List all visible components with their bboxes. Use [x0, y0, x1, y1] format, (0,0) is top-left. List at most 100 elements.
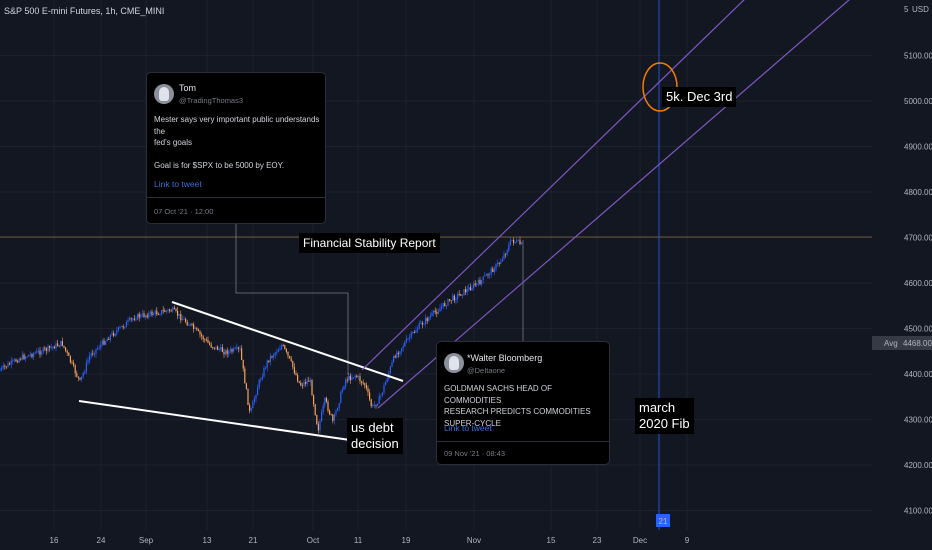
avg-price-label: Avg	[884, 339, 898, 348]
candle-body	[503, 253, 505, 260]
tweet-card-tom[interactable]: Tom @TradingThomas3 Mester says very imp…	[147, 73, 325, 223]
candle-body	[95, 348, 97, 354]
candle-body	[410, 332, 412, 338]
avg-price-value: 4468.00	[903, 339, 932, 348]
candle-body	[245, 383, 247, 389]
price-axis[interactable]: 5 USD 5100.00 5000.00 4900.00 4800.00 4700.0…	[872, 5, 932, 516]
candle-body	[71, 362, 73, 364]
candle-body	[389, 366, 391, 374]
candle-body	[509, 240, 511, 246]
candle-body	[394, 356, 396, 358]
candle-body	[196, 327, 198, 330]
candle-body	[154, 310, 156, 314]
callout-financial-stability-report[interactable]: Financial Stability Report	[299, 233, 440, 253]
candle-body	[47, 345, 49, 351]
candle-body	[114, 334, 116, 336]
candle-body	[97, 348, 99, 349]
candle-body	[36, 351, 38, 353]
candle-body	[293, 367, 295, 374]
candle-body	[268, 360, 270, 362]
candle-body	[100, 344, 102, 348]
candle-body	[23, 354, 25, 360]
candle-body	[109, 335, 111, 340]
candle-body	[346, 379, 348, 381]
candle-body	[505, 253, 507, 255]
candle-body	[353, 377, 355, 379]
price-candles	[0, 236, 523, 434]
time-axis-highlight-badge	[656, 514, 670, 527]
candle-body	[500, 261, 502, 264]
price-tick-label: 4400.00	[904, 370, 932, 379]
candle-body	[351, 377, 353, 380]
candle-body	[146, 315, 148, 318]
candle-body	[298, 381, 300, 383]
candle-body	[412, 332, 414, 333]
candle-body	[425, 317, 427, 324]
tweet-author-handle: @DeItaone	[467, 366, 506, 375]
candle-body	[377, 403, 379, 406]
candle-body	[444, 303, 446, 306]
candle-body	[349, 375, 351, 380]
symbol-title[interactable]: S&P 500 E-mini Futures, 1h, CME_MINI	[4, 6, 165, 16]
candle-body	[493, 269, 495, 273]
tweet-link[interactable]: Link to tweet	[154, 179, 202, 189]
candle-body	[15, 359, 17, 362]
candle-body	[204, 339, 206, 341]
candle-body	[409, 337, 411, 339]
candle-body	[233, 348, 235, 352]
callout-march-2020-fib[interactable]: march 2020 Fib	[635, 398, 694, 434]
candle-body	[66, 350, 68, 353]
candle-body	[332, 414, 334, 421]
time-tick-label: Nov	[467, 536, 481, 545]
candle-body	[367, 388, 369, 393]
candle-body	[17, 361, 19, 363]
candle-body	[239, 348, 241, 350]
candle-body	[172, 307, 174, 312]
candle-body	[49, 345, 51, 348]
candle-body	[385, 381, 387, 386]
candle-body	[92, 353, 94, 355]
candle-body	[335, 410, 337, 415]
candle-body	[439, 308, 441, 312]
candle-body	[153, 313, 155, 316]
candle-body	[119, 326, 121, 328]
candle-body	[234, 348, 236, 349]
tweet-link[interactable]: Link to tweet	[444, 423, 492, 433]
candle-body	[225, 350, 227, 355]
channel-lower-line[interactable]	[377, 0, 872, 409]
candle-body	[215, 346, 217, 349]
candle-body	[180, 314, 182, 321]
callout-target-5k[interactable]: 5k. Dec 3rd	[662, 87, 737, 107]
tweet-card-walter-bloomberg[interactable]: *Walter Bloomberg @DeItaone GOLDMAN SACH…	[437, 342, 609, 464]
candle-body	[197, 329, 199, 332]
time-tick-label: Oct	[307, 536, 320, 545]
candle-body	[477, 280, 479, 284]
candle-body	[130, 318, 132, 320]
candle-body	[61, 340, 63, 346]
time-axis[interactable]: 16 24 Sep 13 21 Oct 11 19 Nov 15 23 Dec 9 21	[50, 514, 690, 545]
channel-upper-line[interactable]	[361, 0, 748, 371]
candle-body	[188, 325, 190, 326]
candle-body	[413, 332, 415, 333]
tweet-avatar	[154, 84, 174, 104]
candle-body	[209, 342, 211, 345]
candle-body	[391, 362, 393, 367]
candle-body	[79, 377, 81, 380]
candle-body	[63, 345, 65, 348]
candle-body	[517, 240, 519, 242]
candle-body	[252, 402, 254, 409]
candle-body	[402, 346, 404, 349]
candle-body	[455, 298, 457, 301]
candle-body	[276, 352, 278, 353]
candle-body	[76, 373, 78, 377]
candle-body	[317, 424, 319, 431]
callout-us-debt-decision[interactable]: us debt decision	[347, 418, 403, 454]
candle-body	[365, 385, 367, 389]
wedge-lower-line[interactable]	[78, 400, 351, 441]
candle-body	[4, 365, 6, 367]
candle-body	[85, 362, 87, 372]
candle-body	[375, 404, 377, 406]
candle-body	[473, 283, 475, 289]
candle-body	[202, 336, 204, 340]
